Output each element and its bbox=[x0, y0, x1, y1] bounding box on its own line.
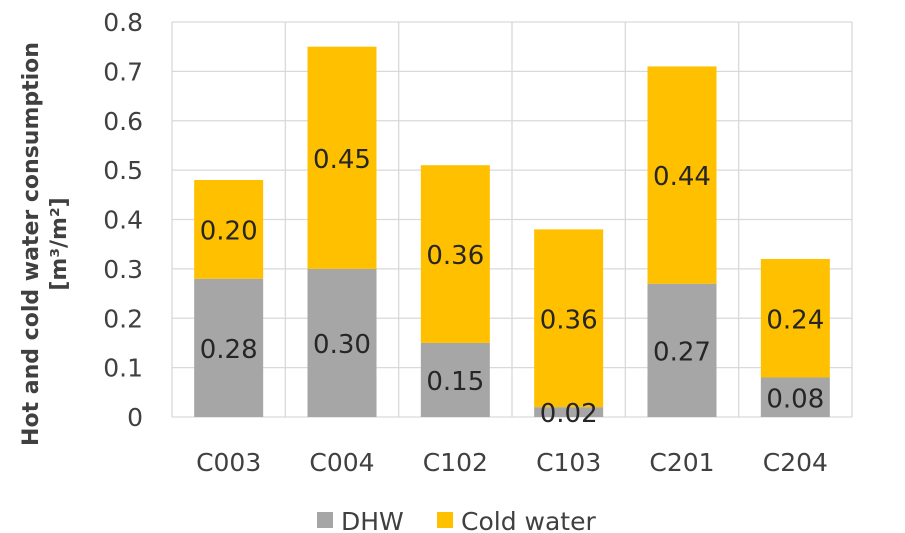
data-label: 0.30 bbox=[313, 330, 371, 360]
bar-segment bbox=[647, 283, 717, 417]
data-label: 0.20 bbox=[200, 216, 258, 246]
bar-segment bbox=[194, 180, 264, 279]
legend-label: DHW bbox=[341, 507, 404, 533]
y-tick-label: 0.7 bbox=[103, 57, 143, 86]
data-label: 0.02 bbox=[540, 399, 598, 429]
legend-swatch bbox=[317, 512, 333, 528]
y-tick-label: 0.3 bbox=[103, 255, 143, 284]
bar-segment bbox=[420, 342, 490, 417]
legend-label: Cold water bbox=[461, 507, 596, 533]
x-category-label: C204 bbox=[763, 448, 828, 477]
y-axis-title: Hot and cold water consumption [m³/m²] bbox=[19, 42, 72, 446]
x-category-label: C103 bbox=[536, 448, 601, 477]
y-axis-title-line2: [m³/m²] bbox=[47, 197, 72, 290]
x-category-label: C004 bbox=[309, 448, 374, 477]
data-label: 0.28 bbox=[200, 335, 258, 365]
legend: DHW Cold water bbox=[317, 507, 596, 533]
bar-segment bbox=[194, 278, 264, 417]
data-labels: 0.28 0.20 0.30 0.45 0.15 0.36 0.02 0.36 0.27 0.44… bbox=[200, 145, 825, 429]
x-category-label: C102 bbox=[423, 448, 488, 477]
y-tick-label: 0.5 bbox=[103, 156, 143, 185]
data-label: 0.44 bbox=[653, 162, 711, 192]
bar-segment bbox=[307, 46, 377, 269]
bars bbox=[194, 46, 830, 417]
data-label: 0.45 bbox=[313, 145, 371, 175]
y-axis-title-line1: Hot and cold water consumption bbox=[19, 42, 44, 446]
y-tick-label: 0.4 bbox=[103, 206, 143, 235]
legend-swatch bbox=[437, 512, 453, 528]
bar-segment bbox=[534, 407, 604, 417]
data-label: 0.27 bbox=[653, 337, 711, 367]
y-tick-label: 0.6 bbox=[103, 107, 143, 136]
bar-segment bbox=[647, 66, 717, 284]
data-label: 0.15 bbox=[426, 367, 484, 397]
gridlines bbox=[171, 21, 853, 418]
bar-segment bbox=[760, 259, 830, 378]
data-label: 0.08 bbox=[766, 384, 824, 414]
bar-segment bbox=[534, 229, 604, 408]
bar-segment bbox=[420, 165, 490, 343]
x-category-label: C003 bbox=[196, 448, 261, 477]
data-label: 0.36 bbox=[426, 241, 484, 271]
x-axis-categories: C003 C004 C102 C103 C201 C204 bbox=[196, 448, 828, 477]
x-category-label: C201 bbox=[649, 448, 714, 477]
y-tick-label: 0.8 bbox=[103, 8, 143, 37]
data-label: 0.36 bbox=[540, 305, 598, 335]
bar-segment bbox=[307, 268, 377, 417]
bar-segment bbox=[760, 377, 830, 417]
y-tick-label: 0 bbox=[127, 403, 143, 432]
y-tick-label: 0.2 bbox=[103, 304, 143, 333]
y-axis-ticks: 0 0.1 0.2 0.3 0.4 0.5 0.6 0.7 0.8 bbox=[103, 8, 143, 432]
data-label: 0.24 bbox=[766, 305, 824, 335]
y-tick-label: 0.1 bbox=[103, 354, 143, 383]
